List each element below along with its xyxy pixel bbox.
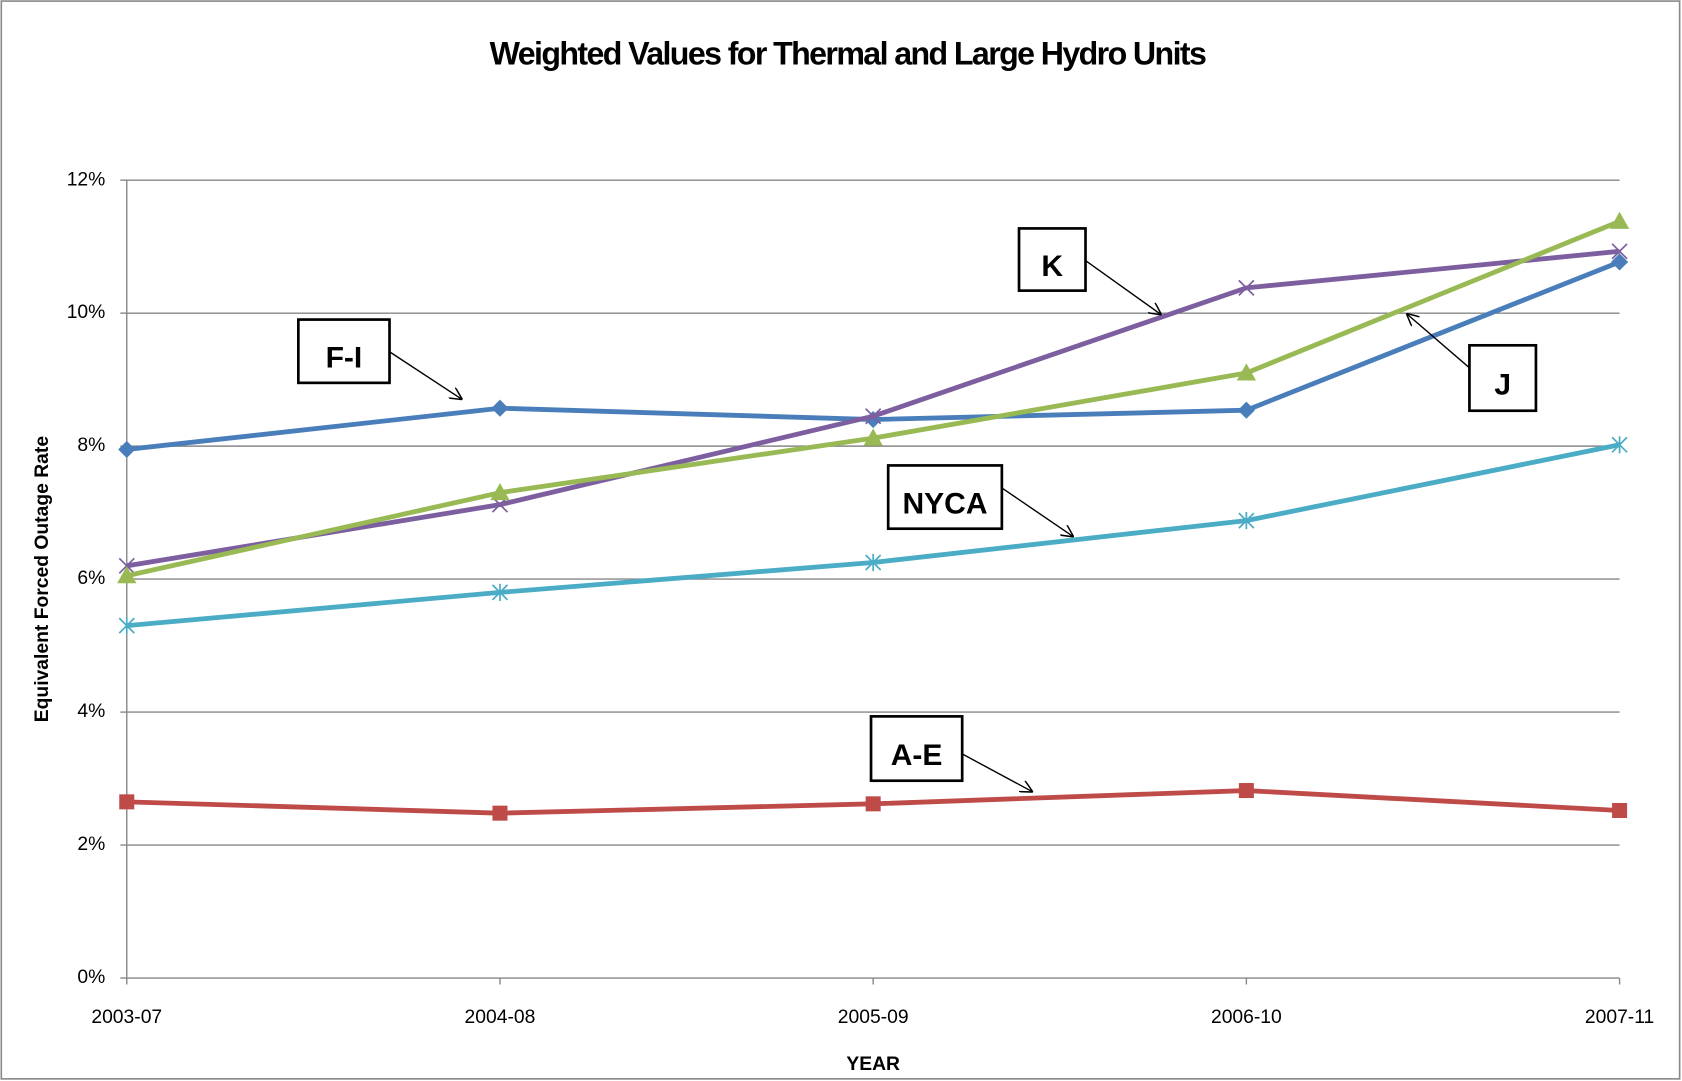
annotation-arrow [1085,260,1161,315]
point [118,440,136,459]
point [865,553,882,572]
annotation-label: A-E [891,739,943,772]
y-axis-label: Equivalent Forced Outage Rate [32,436,53,723]
series [118,436,1628,635]
point [119,794,135,810]
point [1610,253,1629,271]
y-tick-label: 4% [77,701,105,722]
point [1609,211,1630,229]
x-tick-label: 2005-09 [838,1007,909,1028]
annotation-box [1017,227,1087,292]
annotation-label: NYCA [902,488,987,521]
point [1612,802,1628,818]
point [865,796,881,812]
x-tick-label: 2003-07 [91,1007,162,1028]
annotation-box [869,715,964,783]
point [1236,363,1257,381]
annotation-label: K [1041,250,1063,283]
y-tick-label: 2% [77,834,105,855]
annotation-label: J [1494,369,1511,402]
point [491,583,509,601]
point [118,617,135,635]
y-tick-label: 8% [77,435,105,456]
point [1238,279,1255,296]
x-axis-label: YEAR [846,1054,900,1075]
annotation-arrow [961,753,1032,792]
point [117,566,137,584]
point [491,399,509,417]
annotation-box [886,464,1004,531]
x-tick-label: 2004-08 [465,1007,536,1028]
series [118,243,1628,574]
annotation-label: F-I [326,342,363,375]
y-tick-label: 0% [77,967,105,988]
annotation-arrow [1407,314,1470,369]
point [1238,783,1254,799]
annotation-box [297,318,391,385]
y-tick-label: 10% [67,302,106,323]
x-tick-label: 2007-11 [1585,1007,1654,1028]
point [863,428,883,446]
y-tick-label: 12% [67,169,106,190]
series [117,211,1630,584]
point [492,805,508,821]
annotation-arrow [1001,487,1073,536]
annotation-box [1468,343,1538,413]
point [1611,243,1628,260]
point [1238,512,1255,530]
x-tick-label: 2006-10 [1211,1007,1282,1028]
point [1237,401,1255,419]
point [118,557,135,574]
point [1611,436,1628,454]
series [119,783,1628,821]
chart-title: Weighted Values for Thermal and Large Hy… [490,35,1206,71]
point [865,408,882,425]
annotation-arrow [389,351,462,399]
y-tick-label: 6% [77,568,105,589]
point [490,483,510,501]
